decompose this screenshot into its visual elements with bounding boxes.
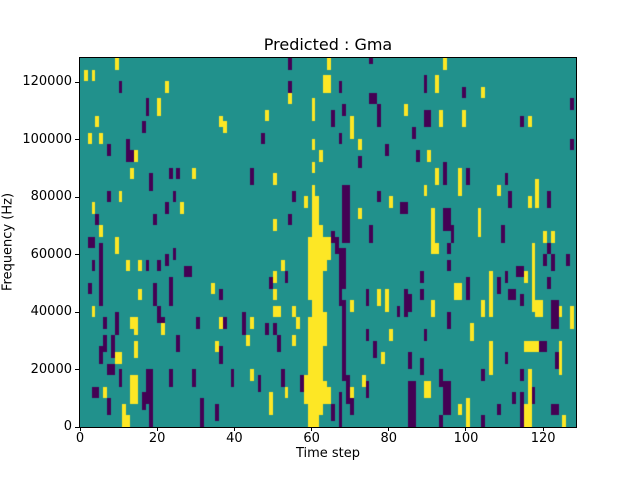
x-tick-mark [465, 427, 467, 431]
x-tick-mark [233, 427, 235, 431]
x-tick-label: 60 [303, 431, 320, 446]
y-tick-label: 120000 [22, 74, 72, 90]
y-tick-mark [75, 254, 79, 256]
y-tick-mark [75, 196, 79, 198]
x-tick-label: 100 [453, 431, 479, 446]
y-tick-mark [75, 139, 79, 141]
x-tick-label: 40 [226, 431, 243, 446]
y-tick-label: 20000 [30, 361, 72, 377]
x-tick-label: 80 [380, 431, 398, 446]
x-tick-mark [156, 427, 158, 431]
y-tick-mark [75, 81, 79, 83]
x-tick-mark [542, 427, 544, 431]
x-tick-label: 20 [148, 431, 166, 446]
y-tick-label: 40000 [30, 304, 72, 320]
x-tick-mark [388, 427, 390, 431]
x-tick-label: 0 [75, 431, 85, 446]
y-tick-mark [75, 311, 79, 313]
y-axis-label: Frequency (Hz) [0, 192, 16, 292]
y-tick-mark [75, 426, 79, 428]
y-tick-mark [75, 369, 79, 371]
x-tick-mark [311, 427, 313, 431]
heatmap-canvas [80, 58, 576, 427]
plot-area [79, 57, 577, 428]
y-tick-label: 0 [63, 419, 72, 434]
x-tick-mark [79, 427, 81, 431]
x-tick-label: 120 [530, 431, 556, 446]
y-tick-label: 80000 [30, 189, 72, 205]
x-axis-label: Time step [295, 446, 361, 461]
y-tick-label: 100000 [22, 131, 72, 147]
chart-title: Predicted : Gma [263, 35, 393, 54]
y-tick-label: 60000 [30, 246, 72, 262]
